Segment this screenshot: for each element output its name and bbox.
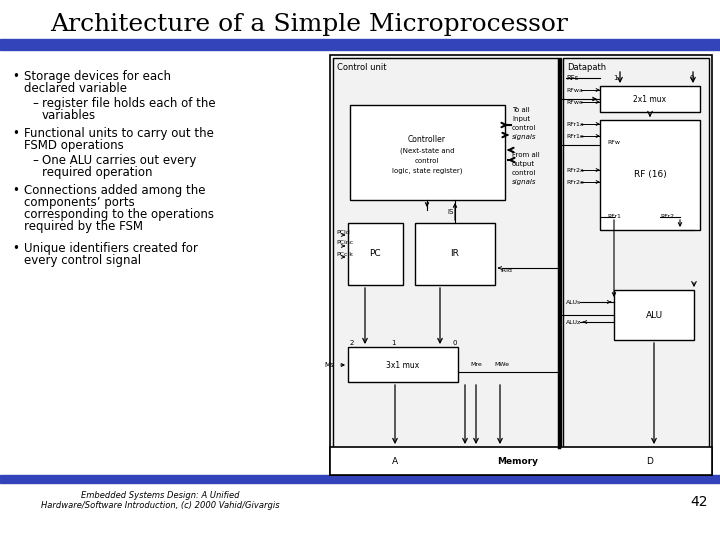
Text: ALUz: ALUz — [566, 320, 581, 325]
Text: •: • — [12, 184, 19, 197]
Text: PCinc: PCinc — [336, 240, 354, 246]
Bar — [0, 475, 720, 483]
Text: –: – — [32, 97, 38, 110]
Text: PCclk: PCclk — [336, 252, 353, 256]
Text: declared variable: declared variable — [24, 82, 127, 95]
Text: •: • — [12, 127, 19, 140]
Text: register file holds each of the: register file holds each of the — [42, 97, 215, 110]
Text: components’ ports: components’ ports — [24, 196, 135, 209]
Text: Input: Input — [512, 116, 530, 122]
Text: D: D — [647, 456, 654, 465]
Text: RFwe: RFwe — [566, 99, 583, 105]
Bar — [415, 223, 495, 285]
Bar — [333, 58, 561, 472]
Text: FSMD operations: FSMD operations — [24, 139, 124, 152]
Text: control: control — [512, 170, 536, 176]
Bar — [614, 290, 694, 340]
Text: Control unit: Control unit — [337, 63, 387, 72]
Text: Ms: Ms — [325, 362, 334, 368]
Text: RFr1e: RFr1e — [566, 133, 584, 138]
Bar — [348, 347, 458, 382]
Text: RFr1a: RFr1a — [566, 122, 584, 126]
Text: RFs: RFs — [566, 75, 578, 81]
Text: MWe: MWe — [495, 362, 510, 368]
Text: control: control — [512, 125, 536, 131]
Text: required by the FSM: required by the FSM — [24, 220, 143, 233]
Bar — [350, 105, 505, 200]
Text: IS: IS — [448, 209, 454, 215]
Text: RFr2a: RFr2a — [566, 167, 584, 172]
Text: 42: 42 — [690, 495, 708, 509]
Text: RFr2e: RFr2e — [566, 179, 584, 185]
Bar — [330, 55, 712, 475]
Text: PC: PC — [369, 249, 381, 259]
Text: PCld: PCld — [336, 230, 350, 234]
Text: Embedded Systems Design: A Unified: Embedded Systems Design: A Unified — [81, 491, 239, 501]
Text: (Next-state and: (Next-state and — [400, 148, 454, 154]
Text: 1: 1 — [613, 75, 617, 81]
Text: 3x1 mux: 3x1 mux — [387, 361, 420, 369]
Text: signals: signals — [512, 134, 536, 140]
Text: Memory: Memory — [498, 456, 539, 465]
Text: RFw: RFw — [607, 140, 620, 145]
Text: RFwa: RFwa — [566, 87, 583, 92]
Text: IRld: IRld — [500, 267, 512, 273]
Text: Mre: Mre — [470, 362, 482, 368]
Text: RF (16): RF (16) — [634, 171, 667, 179]
Text: 0: 0 — [690, 75, 694, 81]
Text: Storage devices for each: Storage devices for each — [24, 70, 171, 83]
Text: A: A — [392, 456, 398, 465]
Bar — [0, 39, 720, 50]
Text: variables: variables — [42, 109, 96, 122]
Text: From all: From all — [512, 152, 540, 158]
Text: 2: 2 — [350, 340, 354, 346]
Text: signals: signals — [512, 179, 536, 185]
Text: –: – — [32, 154, 38, 167]
Text: •: • — [12, 242, 19, 255]
Text: output: output — [512, 161, 535, 167]
Bar — [330, 447, 712, 475]
Text: To all: To all — [512, 107, 530, 113]
Text: RFr1: RFr1 — [607, 214, 621, 219]
Text: IR: IR — [451, 249, 459, 259]
Text: logic, state register): logic, state register) — [392, 168, 462, 174]
Bar — [348, 223, 403, 285]
Text: 1: 1 — [391, 340, 395, 346]
Text: required operation: required operation — [42, 166, 153, 179]
Bar — [600, 86, 700, 112]
Text: Unique identifiers created for: Unique identifiers created for — [24, 242, 198, 255]
Text: Functional units to carry out the: Functional units to carry out the — [24, 127, 214, 140]
Text: RFr2: RFr2 — [660, 214, 674, 219]
Text: 2x1 mux: 2x1 mux — [634, 94, 667, 104]
Bar — [563, 58, 709, 472]
Text: every control signal: every control signal — [24, 254, 141, 267]
Text: Architecture of a Simple Microprocessor: Architecture of a Simple Microprocessor — [50, 14, 568, 37]
Text: •: • — [12, 70, 19, 83]
Bar — [600, 120, 700, 230]
Text: One ALU carries out every: One ALU carries out every — [42, 154, 197, 167]
Text: 0: 0 — [453, 340, 457, 346]
Text: Controller: Controller — [408, 136, 446, 145]
Text: Hardware/Software Introduction, (c) 2000 Vahid/Givargis: Hardware/Software Introduction, (c) 2000… — [41, 502, 279, 510]
Text: control: control — [415, 158, 439, 164]
Text: ALU: ALU — [645, 310, 662, 320]
Text: ALUs: ALUs — [566, 300, 581, 305]
Text: Datapath: Datapath — [567, 63, 606, 72]
Text: corresponding to the operations: corresponding to the operations — [24, 208, 214, 221]
Text: Connections added among the: Connections added among the — [24, 184, 205, 197]
